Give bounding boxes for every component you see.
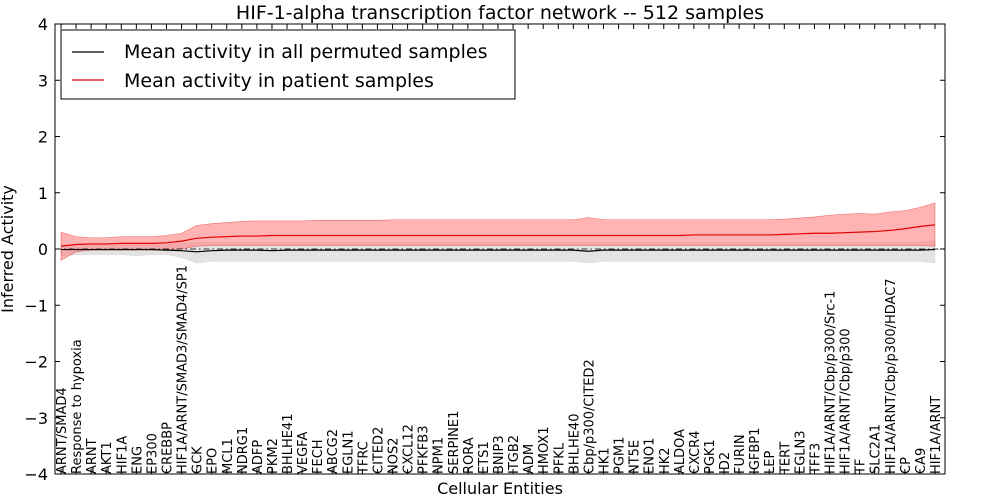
legend-entry-permuted: Mean activity in all permuted samples — [124, 41, 487, 63]
chart-title: HIF-1-alpha transcription factor network… — [236, 2, 764, 24]
y-tick-label: −4 — [24, 465, 48, 484]
x-tick-label: PGK1 — [703, 439, 718, 474]
x-tick-label: ETS1 — [477, 441, 492, 474]
x-tick-label: BNIP3 — [492, 435, 507, 474]
x-axis-label: Cellular Entities — [437, 479, 563, 498]
x-tick-label: HIF1A/ARNT/Cbp/p300/Src-1 — [824, 291, 839, 474]
x-tick-label: RORA — [462, 437, 477, 474]
y-axis-label: Inferred Activity — [0, 185, 17, 313]
x-tick-label: HIF1A/ARNT/Cbp/p300 — [839, 328, 854, 474]
x-tick-label: NT5E — [628, 440, 643, 474]
x-tick-label: AKT1 — [100, 441, 115, 474]
x-tick-label: HIF1A/ARNT — [929, 396, 944, 474]
x-tick-label: HK2 — [658, 447, 673, 474]
x-tick-label: TFRC — [356, 441, 371, 475]
x-tick-label: ENO1 — [643, 438, 658, 474]
x-tick-label: VEGFA — [296, 432, 311, 474]
x-tick-label: NPM1 — [432, 437, 447, 474]
x-tick-label: EP300 — [145, 433, 160, 474]
x-tick-label: PFKFB3 — [417, 425, 432, 474]
y-tick-label: 3 — [38, 71, 48, 90]
x-tick-label: EGLN3 — [793, 430, 808, 474]
x-tick-label: EGLN1 — [341, 430, 356, 474]
x-tick-label: SLC2A1 — [869, 424, 884, 474]
x-tick-label: HIF1A/ARNT/SMAD3/SMAD4/SP1 — [176, 265, 191, 474]
x-tick-label: HK1 — [597, 447, 612, 474]
x-tick-label: GCK — [191, 446, 206, 474]
x-tick-label: ARNT/SMAD4 — [55, 387, 70, 474]
y-tick-label: 2 — [38, 128, 48, 147]
x-tick-label: HMOX1 — [537, 426, 552, 474]
x-tick-label: Cbp/p300/CITED2 — [582, 359, 597, 474]
x-tick-label: CREBBP — [160, 422, 175, 474]
confidence-bands — [60, 202, 936, 264]
x-tick-label: ABCG2 — [326, 429, 341, 474]
x-tick-label: HIF1A/ARNT/Cbp/p300/HDAC7 — [884, 278, 899, 474]
x-tick-label: TF — [854, 459, 869, 475]
x-tick-label: SERPINE1 — [447, 411, 462, 474]
x-tick-label: TFF3 — [808, 443, 823, 475]
series-lines — [60, 224, 936, 253]
x-tick-label: NOS2 — [387, 438, 402, 474]
y-tick-label: 0 — [38, 240, 48, 259]
x-tick-label: LEP — [763, 451, 778, 474]
x-tick-label: ITGB2 — [507, 435, 522, 474]
y-tick-label: 1 — [38, 184, 48, 203]
x-tick-label: CA9 — [914, 448, 929, 474]
y-tick-label: −1 — [24, 296, 48, 315]
x-tick-label: FURIN — [733, 434, 748, 474]
x-tick-label: PGM1 — [613, 437, 628, 474]
x-tick-label: ADFP — [251, 440, 266, 474]
x-tick-label: BHLHE41 — [281, 414, 296, 474]
y-tick-label: −2 — [24, 353, 48, 372]
y-tick-label: 4 — [38, 15, 48, 34]
x-tick-label: ARNT — [85, 438, 100, 474]
x-tick-label: Response to hypoxia — [70, 339, 85, 474]
permuted-mean-line — [61, 248, 936, 253]
x-tick-label: ADM — [522, 444, 537, 474]
x-tick-label: ALDOA — [673, 429, 688, 474]
x-tick-label: CXCR4 — [688, 431, 703, 474]
y-tick-label: −3 — [24, 409, 48, 428]
x-tick-label: BHLHE40 — [567, 414, 582, 474]
x-tick-label: IGFBP1 — [748, 428, 763, 474]
x-tick-label: MCL1 — [221, 438, 236, 474]
legend-box — [60, 29, 516, 100]
x-tick-label: TERT — [778, 442, 793, 475]
y-axis-ticks: −4 −3 −2 −1 0 1 2 3 4 — [24, 15, 945, 484]
x-tick-label: PKM2 — [266, 438, 281, 474]
x-tick-label: EPO — [206, 448, 221, 474]
legend: Mean activity in all permuted samples Me… — [60, 29, 516, 100]
x-tick-label: CXCL12 — [402, 424, 417, 474]
x-tick-label: FECH — [311, 439, 326, 474]
x-tick-label: NDRG1 — [236, 427, 251, 474]
patient-band — [60, 202, 936, 261]
x-tick-label: ID2 — [718, 452, 733, 474]
x-tick-label: ENG — [130, 446, 145, 474]
x-tick-label: PFKL — [552, 442, 567, 474]
x-tick-label: HIF1A — [115, 436, 130, 474]
x-tick-label: CITED2 — [371, 427, 386, 474]
x-tick-label: CP — [899, 457, 914, 474]
x-axis-ticks: ARNT/SMAD4 Response to hypoxia ARNT AKT1 HIF… — [55, 24, 944, 475]
patient-mean-line — [60, 224, 936, 247]
legend-entry-patient: Mean activity in patient samples — [124, 70, 434, 92]
